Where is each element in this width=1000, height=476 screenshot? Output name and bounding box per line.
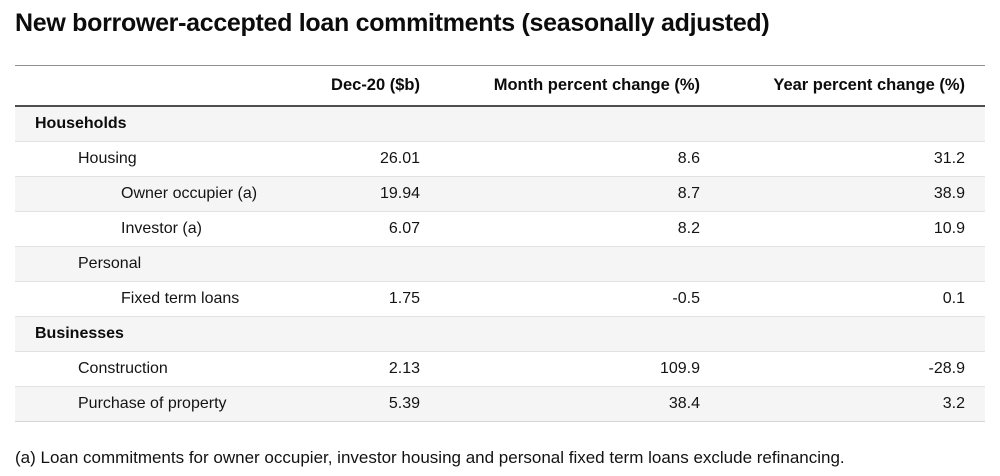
cell-value <box>320 316 440 352</box>
column-header-dec-20: Dec-20 ($b) <box>320 65 440 107</box>
column-header-label <box>15 65 320 107</box>
cell-value: 8.2 <box>440 211 720 247</box>
page-title: New borrower-accepted loan commitments (… <box>15 9 770 37</box>
cell-value: 38.4 <box>440 386 720 422</box>
cell-value <box>320 106 440 142</box>
column-header-year-percent-change: Year percent change (%) <box>720 65 985 107</box>
loan-commitments-table: Dec-20 ($b) Month percent change (%) Yea… <box>15 65 985 422</box>
cell-value: 1.75 <box>320 281 440 317</box>
cell-value <box>720 106 985 142</box>
cell-value <box>440 316 720 352</box>
table-row: Housing 26.01 8.6 31.2 <box>15 141 985 177</box>
row-label: Personal <box>15 246 320 282</box>
cell-value: 26.01 <box>320 141 440 177</box>
cell-value <box>440 106 720 142</box>
table-row: Fixed term loans 1.75 -0.5 0.1 <box>15 281 985 317</box>
column-header-month-percent-change: Month percent change (%) <box>440 65 720 107</box>
table-row: Businesses <box>15 316 985 352</box>
cell-value: -0.5 <box>440 281 720 317</box>
row-label: Households <box>15 106 320 142</box>
table-header-row: Dec-20 ($b) Month percent change (%) Yea… <box>15 65 985 107</box>
cell-value: 31.2 <box>720 141 985 177</box>
row-label: Investor (a) <box>15 211 320 247</box>
table-row: Owner occupier (a) 19.94 8.7 38.9 <box>15 176 985 212</box>
cell-value: 8.7 <box>440 176 720 212</box>
cell-value: 5.39 <box>320 386 440 422</box>
table-row: Purchase of property 5.39 38.4 3.2 <box>15 386 985 422</box>
footnote: (a) Loan commitments for owner occupier,… <box>15 448 845 467</box>
cell-value: -28.9 <box>720 351 985 387</box>
cell-value <box>320 246 440 282</box>
cell-value: 19.94 <box>320 176 440 212</box>
cell-value: 109.9 <box>440 351 720 387</box>
row-label: Construction <box>15 351 320 387</box>
cell-value <box>720 246 985 282</box>
row-label: Housing <box>15 141 320 177</box>
cell-value: 8.6 <box>440 141 720 177</box>
cell-value: 38.9 <box>720 176 985 212</box>
cell-value: 10.9 <box>720 211 985 247</box>
row-label: Owner occupier (a) <box>15 176 320 212</box>
table-row: Households <box>15 106 985 142</box>
table-header: Dec-20 ($b) Month percent change (%) Yea… <box>15 65 985 107</box>
row-label: Fixed term loans <box>15 281 320 317</box>
cell-value: 6.07 <box>320 211 440 247</box>
cell-value: 3.2 <box>720 386 985 422</box>
cell-value: 2.13 <box>320 351 440 387</box>
table-row: Investor (a) 6.07 8.2 10.9 <box>15 211 985 247</box>
cell-value <box>720 316 985 352</box>
table-row: Personal <box>15 246 985 282</box>
cell-value <box>440 246 720 282</box>
row-label: Businesses <box>15 316 320 352</box>
cell-value: 0.1 <box>720 281 985 317</box>
row-label: Purchase of property <box>15 386 320 422</box>
table-row: Construction 2.13 109.9 -28.9 <box>15 351 985 387</box>
table-body: Households Housing 26.01 8.6 31.2 Owner occup… <box>15 106 985 422</box>
